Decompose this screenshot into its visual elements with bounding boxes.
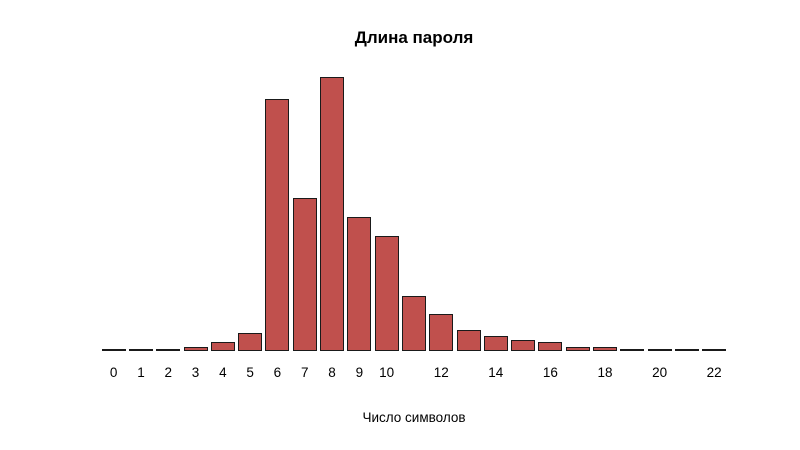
x-tick-label: 4 bbox=[219, 365, 227, 380]
bar bbox=[483, 336, 508, 351]
bar bbox=[565, 347, 590, 351]
x-tick-label: 6 bbox=[273, 365, 282, 380]
bar bbox=[210, 342, 235, 351]
bar-slot bbox=[646, 77, 673, 351]
bar-slot bbox=[182, 77, 209, 351]
x-tick-label: 9 bbox=[355, 365, 364, 380]
x-tick-label bbox=[455, 365, 482, 380]
x-tick-label: 1 bbox=[137, 365, 145, 380]
bar-slot bbox=[564, 77, 591, 351]
bar bbox=[647, 349, 672, 351]
bar bbox=[702, 349, 727, 351]
bar bbox=[401, 296, 426, 351]
bar-slot bbox=[509, 77, 536, 351]
bar bbox=[511, 340, 536, 351]
bar bbox=[620, 349, 645, 351]
bar bbox=[128, 349, 153, 351]
bars bbox=[100, 77, 728, 351]
bar-slot bbox=[428, 77, 455, 351]
x-tick-label: 10 bbox=[379, 365, 395, 380]
bar-slot bbox=[209, 77, 236, 351]
bar bbox=[156, 349, 181, 351]
x-tick-label bbox=[619, 365, 646, 380]
bar bbox=[538, 342, 563, 351]
x-tick-label: 5 bbox=[246, 365, 254, 380]
bar bbox=[320, 77, 345, 351]
bar-slot bbox=[537, 77, 564, 351]
x-tick-label: 8 bbox=[328, 365, 336, 380]
bar bbox=[347, 217, 372, 351]
x-tick-label: 7 bbox=[300, 365, 309, 380]
bar-slot bbox=[100, 77, 127, 351]
bar-slot bbox=[346, 77, 373, 351]
plot-area bbox=[100, 77, 728, 351]
x-tick-label bbox=[400, 365, 427, 380]
bar-slot bbox=[264, 77, 291, 351]
bar bbox=[456, 330, 481, 351]
bar-slot bbox=[127, 77, 154, 351]
x-tick-label: 18 bbox=[597, 365, 613, 380]
bar-slot bbox=[482, 77, 509, 351]
x-axis-label: Число символов bbox=[362, 410, 466, 425]
bar-slot bbox=[591, 77, 618, 351]
bar-slot bbox=[373, 77, 400, 351]
bar bbox=[101, 349, 126, 351]
bar-slot bbox=[673, 77, 700, 351]
x-tick-label: 14 bbox=[488, 365, 504, 380]
x-tick-label bbox=[673, 365, 700, 380]
bar-slot bbox=[318, 77, 345, 351]
bar-slot bbox=[236, 77, 263, 351]
x-tick-label: 0 bbox=[109, 365, 118, 380]
bar bbox=[429, 314, 454, 351]
bar bbox=[374, 236, 399, 351]
bar-slot bbox=[619, 77, 646, 351]
bar bbox=[292, 198, 317, 351]
bar-slot bbox=[400, 77, 427, 351]
x-tick-label bbox=[509, 365, 536, 380]
x-tick-label: 2 bbox=[164, 365, 172, 380]
bar bbox=[265, 99, 290, 351]
x-tick-label: 12 bbox=[433, 365, 449, 380]
bar bbox=[674, 349, 699, 351]
x-axis-ticks: 0 1 2 3 4 5 6 7 8 9 10 12 14 16 18 20 22 bbox=[100, 365, 728, 380]
chart-title: Длина пароля bbox=[354, 28, 474, 47]
bar bbox=[592, 347, 617, 351]
x-tick-label: 20 bbox=[652, 365, 668, 380]
x-tick-label bbox=[564, 365, 591, 380]
bar bbox=[183, 347, 208, 351]
bar bbox=[238, 333, 263, 351]
x-tick-label: 22 bbox=[706, 365, 722, 380]
bar-slot bbox=[155, 77, 182, 351]
x-tick-label: 16 bbox=[542, 365, 558, 380]
bar-slot bbox=[291, 77, 318, 351]
bar-slot bbox=[701, 77, 728, 351]
bar-slot bbox=[455, 77, 482, 351]
x-tick-label: 3 bbox=[191, 365, 200, 380]
